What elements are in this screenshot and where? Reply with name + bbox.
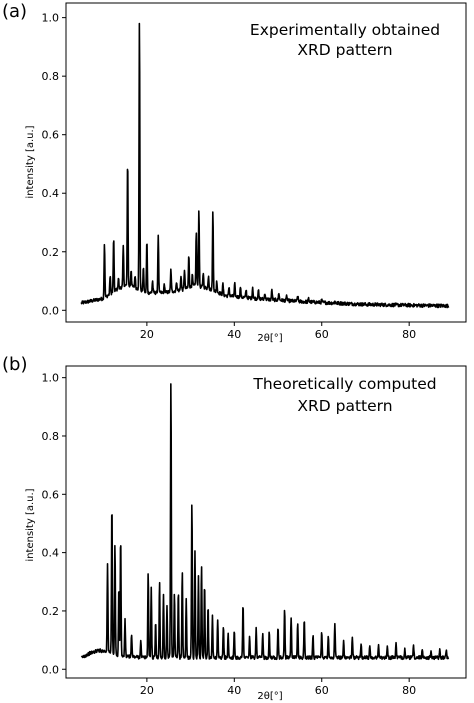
x-tick-label: 40 xyxy=(227,684,241,697)
y-tick-label: 0.2 xyxy=(42,605,60,618)
x-tick-label: 20 xyxy=(140,328,154,341)
panel-b-annotation-line-1: Theoretically computed xyxy=(252,375,436,393)
y-tick-label: 0.6 xyxy=(42,129,60,142)
x-tick-label: 60 xyxy=(315,328,329,341)
panel-b-label: (b) xyxy=(2,354,27,375)
panel-a-annotation-line-2: XRD pattern xyxy=(297,41,392,59)
y-tick-label: 0.6 xyxy=(42,488,60,501)
y-tick-label: 0.0 xyxy=(42,304,60,317)
panel-b-y-axis-label: intensity [a.u.] xyxy=(25,488,36,561)
panel-b-ticks: 20 40 60 80 0.0 0.2 0.4 0.6 0.8 1.0 xyxy=(42,372,417,697)
panel-b: (b) 20 40 60 80 0.0 0.2 0.4 0.6 0.8 1.0 Theoretic… xyxy=(2,354,467,702)
panel-a-xrd-series-line xyxy=(80,22,450,309)
y-tick-label: 0.4 xyxy=(42,187,60,200)
panel-a-y-axis-label: intensity [a.u.] xyxy=(25,125,36,198)
x-tick-label: 20 xyxy=(140,684,154,697)
y-tick-label: 1.0 xyxy=(42,372,60,385)
y-tick-label: 0.2 xyxy=(42,246,60,259)
panel-a-annotation-line-1: Experimentally obtained xyxy=(250,21,440,39)
panel-a-axes-frame xyxy=(65,2,467,323)
x-tick-label: 80 xyxy=(402,328,416,341)
panel-b-xrd-series-line xyxy=(80,383,450,661)
x-tick-label: 40 xyxy=(227,328,241,341)
panel-a-label: (a) xyxy=(2,1,27,22)
panel-b-x-axis-label: 2θ[°] xyxy=(257,691,282,702)
x-tick-label: 80 xyxy=(402,684,416,697)
panel-a-x-axis-label: 2θ[°] xyxy=(257,333,282,344)
y-tick-label: 0.4 xyxy=(42,547,60,560)
panel-a-ticks: 20 40 60 80 0.0 0.2 0.4 0.6 0.8 1.0 xyxy=(42,12,417,341)
panel-a: (a) 20 40 60 80 0.0 0.2 0.4 0.6 0.8 1.0 Experimen… xyxy=(2,1,467,344)
x-tick-label: 60 xyxy=(315,684,329,697)
y-tick-label: 1.0 xyxy=(42,12,60,25)
panel-b-annotation-line-2: XRD pattern xyxy=(297,397,392,415)
y-tick-label: 0.8 xyxy=(42,430,60,443)
panel-b-axes-frame xyxy=(65,365,467,679)
y-tick-label: 0.8 xyxy=(42,70,60,83)
y-tick-label: 0.0 xyxy=(42,663,60,676)
